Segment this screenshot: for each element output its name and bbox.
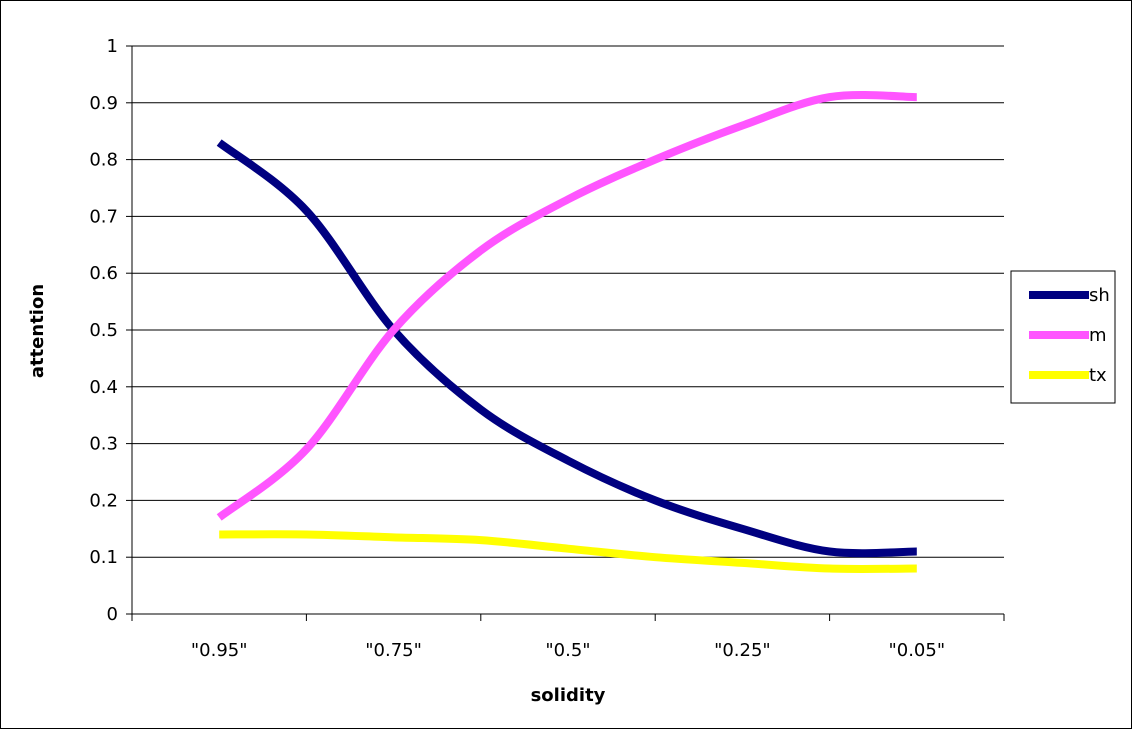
y-tick-label: 0.9 [89,93,118,114]
y-tick-label: 1 [107,36,118,57]
y-tick-label: 0.4 [89,377,118,398]
x-axis-title: solidity [531,685,606,706]
y-tick-label: 0.1 [89,547,118,568]
legend-label: sh [1089,285,1110,306]
x-tick-label: "0.75" [365,640,422,661]
axes: 0 0.1 0.2 0.3 0.4 0.5 0.6 0.7 0.8 0.9 1 "0.95" "0.75… [89,36,1005,661]
series-lines [216,91,917,573]
x-tick-label: "0.95" [191,640,248,661]
series-line-sh [216,139,917,558]
y-tick-label: 0.6 [89,263,118,284]
x-tick-label: "0.5" [545,640,590,661]
y-axis-title: attention [27,284,48,378]
x-tick-label: "0.05" [888,640,945,661]
x-tick-label: "0.25" [714,640,771,661]
legend: sh m tx [1010,270,1116,404]
series-line-m [216,91,917,521]
legend-label: m [1089,325,1107,346]
y-tick-label: 0 [107,604,118,625]
legend-label: tx [1089,365,1107,386]
series-line-tx [219,530,917,573]
y-tick-label: 0.3 [89,434,118,455]
y-tick-label: 0.2 [89,490,118,511]
y-tick-label: 0.8 [89,150,118,171]
y-tick-label: 0.5 [89,320,118,341]
gridlines [132,45,1004,558]
y-tick-label: 0.7 [89,206,118,227]
